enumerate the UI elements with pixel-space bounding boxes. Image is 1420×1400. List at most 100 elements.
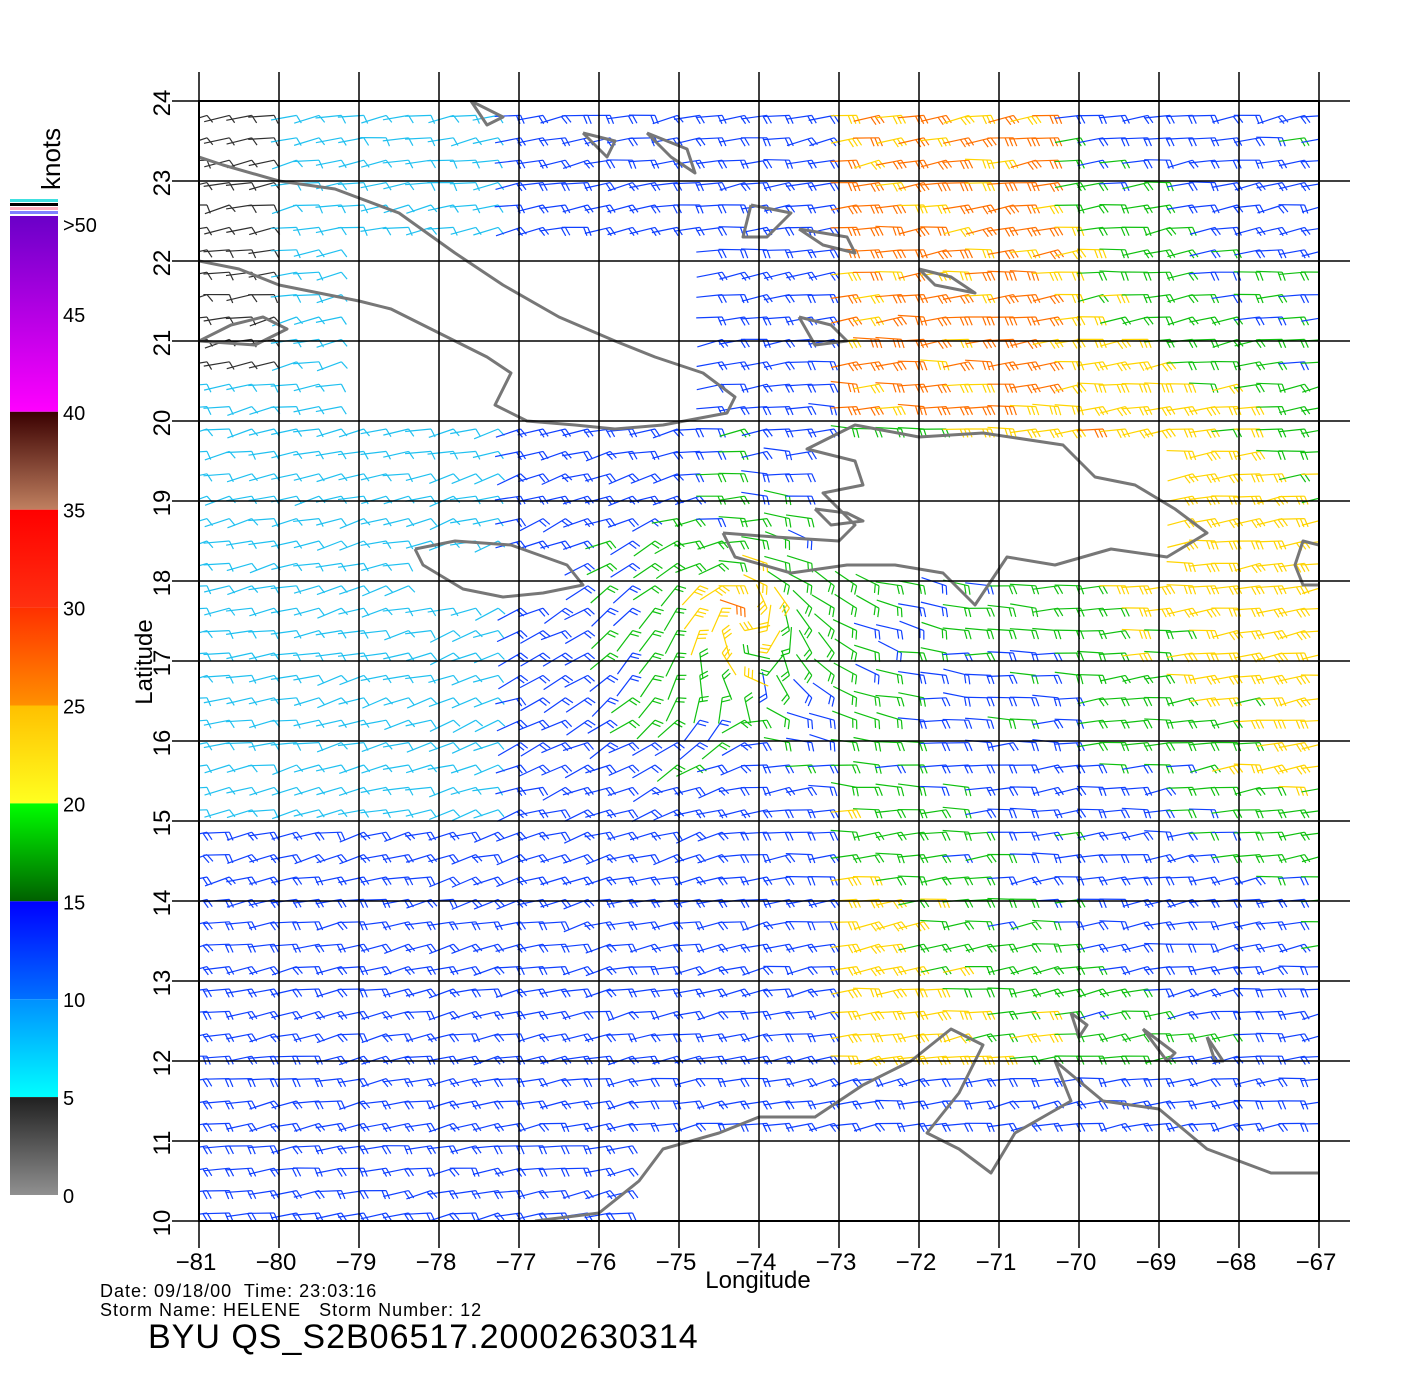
wind-barb [633,562,663,579]
wind-barb [1054,159,1085,169]
coastline [917,267,977,295]
wind-barb [1279,697,1311,708]
wind-barb [1278,988,1309,998]
wind-barb [293,562,324,572]
wind-barb [1233,966,1265,976]
coastline [413,539,585,599]
wind-barb [519,764,550,777]
wind-barb [585,764,617,774]
wind-barb [1300,1055,1319,1058]
wind-barb [718,786,750,797]
coastline [813,507,865,527]
wind-barb [1144,271,1175,281]
wind-barb [226,540,257,550]
wind-barb [1099,854,1130,864]
colorbar-segment [10,705,58,804]
wind-barb [1144,742,1176,752]
wind-barb [248,1010,281,1021]
wind-barb [1121,742,1153,752]
wind-barb [987,361,1019,372]
wind-barb [225,921,257,931]
wind-barb [1032,919,1062,931]
wind-barb [199,854,214,864]
wind-barb [293,1010,326,1021]
wind-barb [405,921,436,931]
wind-barb [360,518,392,527]
wind-barb [1301,856,1319,863]
wind-barb [1032,114,1063,125]
wind-barb [656,764,686,782]
wind-barb [382,540,414,550]
wind-barb [1189,473,1221,484]
wind-barb [696,294,727,304]
wind-barb [763,943,795,953]
latitude-tick-label: 11 [149,1131,176,1156]
longitude-tick-label: −69 [1136,1249,1177,1276]
wind-barb [405,1145,437,1155]
wind-barb [494,1078,525,1088]
wind-barb [1032,627,1062,640]
wind-barb [629,876,661,886]
wind-barb [204,786,236,796]
wind-barb [1300,988,1319,991]
wind-barb [853,622,881,640]
wind-barb [987,696,1018,707]
wind-barb [763,428,794,438]
wind-barb [832,710,858,730]
wind-barb [315,1100,346,1110]
wind-barb [965,1078,997,1088]
wind-barb [875,1099,906,1110]
wind-barb [293,719,325,729]
colorbar-tick-label: 20 [63,794,85,816]
wind-barb [1256,449,1286,461]
wind-barb [360,988,391,998]
wind-barb [450,1122,482,1133]
wind-barb [763,1033,794,1043]
wind-barb [1009,404,1040,416]
wind-barb [561,114,592,125]
wind-barb [693,695,709,724]
wind-barb [830,829,860,841]
wind-barb [808,383,839,393]
wind-barb [472,159,503,169]
wind-barb [270,383,302,393]
wind-barb [405,607,437,617]
wind-barb [1077,159,1109,169]
wind-barb [539,1145,570,1155]
wind-barb [920,316,952,327]
wind-barb [943,668,971,685]
wind-barb [792,589,813,617]
wind-barb [1301,451,1319,454]
wind-barb [987,249,1019,260]
colorbar-tick-label: >50 [63,215,97,237]
wind-barb [808,809,839,819]
wind-barb [316,854,348,864]
wind-barb [405,159,437,169]
wind-barb [316,473,348,483]
wind-barb [630,473,662,484]
wind-barb [1032,764,1064,774]
wind-barb [987,966,1020,976]
wind-barb [203,562,234,572]
wind-barb [813,658,835,685]
wind-barb [497,742,529,757]
wind-barb [920,182,951,192]
wind-barb [875,1010,906,1021]
wind-barb [965,854,997,864]
wind-barb [987,742,1019,752]
wind-barb [640,674,664,698]
wind-barb [741,1033,773,1043]
wind-barb [360,137,391,147]
wind-barb [699,670,709,702]
wind-barb [1189,1078,1221,1088]
latitude-tick-label: 15 [149,810,176,837]
latitude-tick-label: 21 [149,330,176,357]
wind-barb [451,809,483,822]
wind-barb [987,182,1018,192]
wind-barb [451,876,483,888]
wind-barb [610,540,641,556]
wind-barb [1167,473,1199,484]
colorbar-stripe [10,199,58,202]
wind-barb [965,627,995,640]
wind-barb [875,876,907,886]
